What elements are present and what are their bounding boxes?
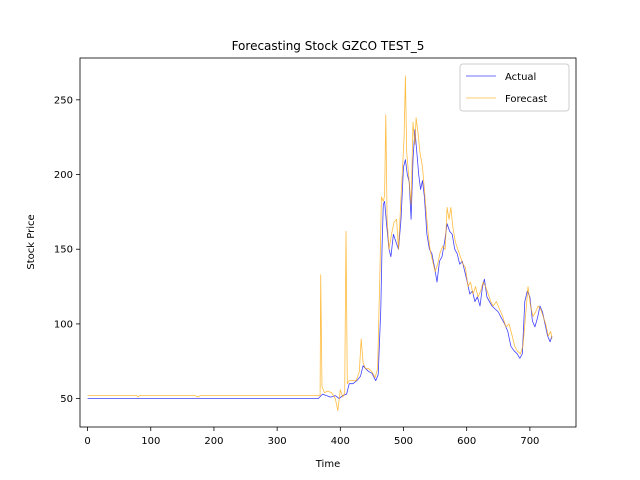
plot-background (80, 58, 576, 427)
series-line-actual (87, 129, 553, 400)
series-layer (87, 75, 553, 412)
y-tick-label: 50 (60, 394, 73, 405)
x-tick-label: 200 (204, 436, 223, 447)
y-axis-ticks: 50 100 150 200 250 (54, 95, 80, 405)
plot-area (79, 57, 577, 428)
legend-actual-label: Actual (505, 72, 536, 83)
x-tick-label: 500 (394, 436, 413, 447)
y-tick-label: 150 (54, 245, 73, 256)
legend-forecast-label: Forecast (505, 94, 547, 105)
y-axis-label: Stock Price (26, 214, 37, 269)
x-tick-label: 300 (268, 436, 287, 447)
x-axis-label: Time (315, 459, 340, 470)
x-axis-ticks: 0 100 200 300 400 500 600 700 (84, 427, 539, 447)
chart-title: Forecasting Stock GZCO TEST_5 (232, 39, 425, 53)
axes-frame (79, 57, 577, 428)
series-line-forecast (87, 75, 553, 412)
x-tick-label: 100 (141, 436, 160, 447)
x-tick-label: 0 (84, 436, 90, 447)
y-tick-label: 250 (54, 95, 73, 106)
x-tick-label: 400 (331, 436, 350, 447)
x-tick-label: 600 (457, 436, 476, 447)
y-tick-label: 200 (54, 170, 73, 181)
legend: Actual Forecast (459, 63, 570, 112)
x-tick-label: 700 (520, 436, 539, 447)
y-tick-label: 100 (54, 319, 73, 330)
